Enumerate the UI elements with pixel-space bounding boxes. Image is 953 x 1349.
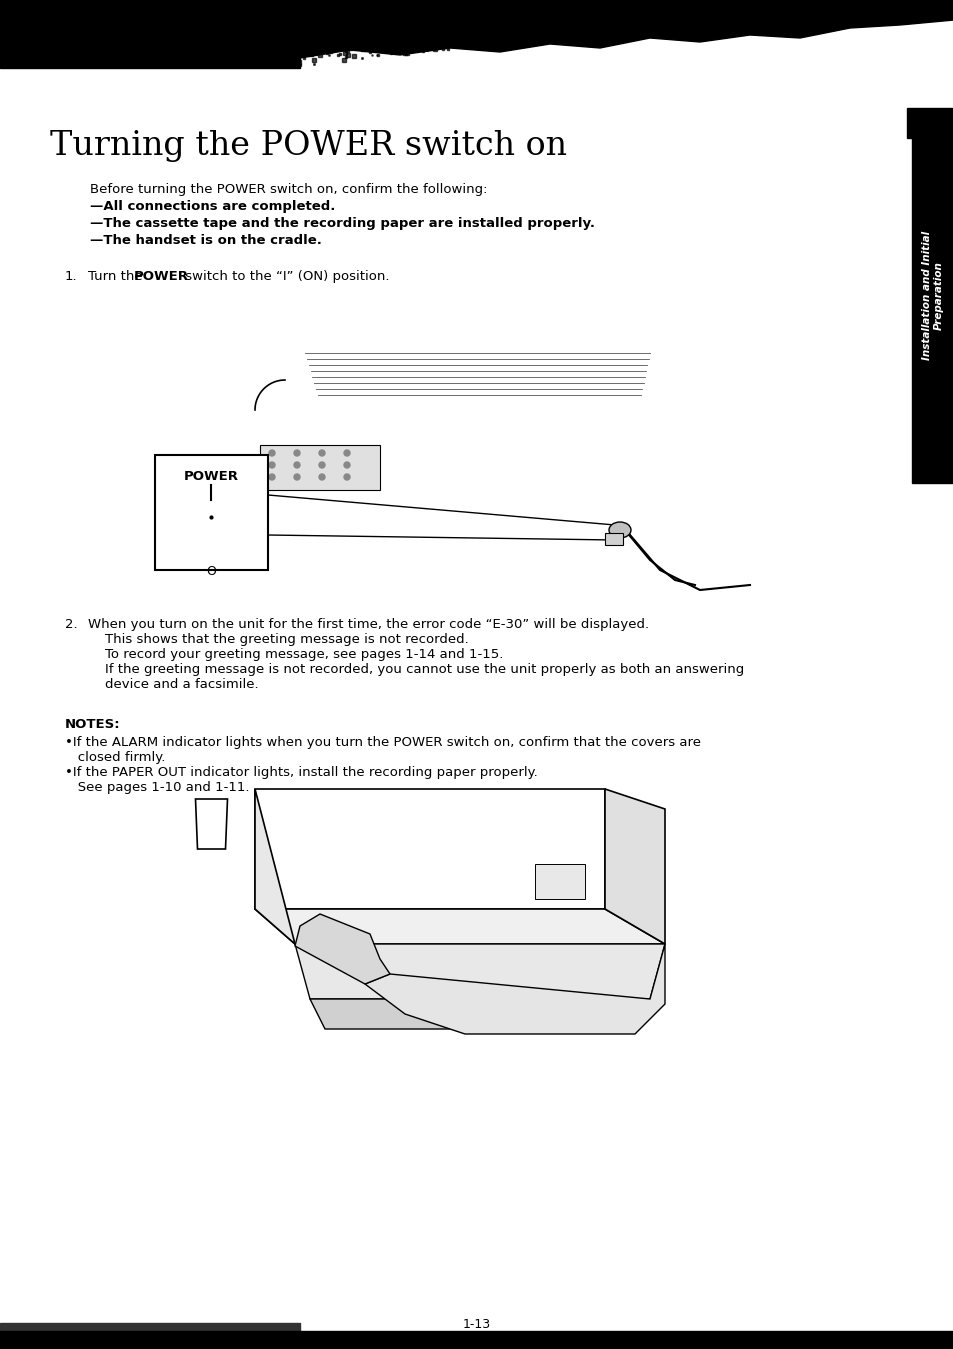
Text: To record your greeting message, see pages 1-14 and 1-15.: To record your greeting message, see pag…: [105, 648, 503, 661]
Text: Installation and Initial
Preparation: Installation and Initial Preparation: [922, 231, 943, 360]
Text: —All connections are completed.: —All connections are completed.: [90, 200, 335, 213]
Bar: [911, 108, 953, 483]
Circle shape: [294, 451, 299, 456]
Ellipse shape: [608, 522, 630, 538]
Text: 1.: 1.: [65, 270, 77, 283]
Bar: [906, 108, 911, 138]
Text: device and a facsimile.: device and a facsimile.: [105, 679, 258, 691]
Polygon shape: [294, 944, 664, 1000]
Text: —The cassette tape and the recording paper are installed properly.: —The cassette tape and the recording pap…: [90, 217, 595, 229]
Text: O: O: [207, 565, 216, 577]
Text: When you turn on the unit for the first time, the error code “E-30” will be disp: When you turn on the unit for the first …: [88, 618, 648, 631]
Circle shape: [269, 451, 274, 456]
Circle shape: [318, 451, 325, 456]
Text: switch to the “I” (ON) position.: switch to the “I” (ON) position.: [181, 270, 389, 283]
Polygon shape: [0, 0, 953, 67]
Polygon shape: [604, 789, 664, 944]
Bar: [0, 1331, 953, 1349]
Text: —The handset is on the cradle.: —The handset is on the cradle.: [90, 233, 321, 247]
Bar: [0, 0, 299, 67]
Text: •If the ALARM indicator lights when you turn the POWER switch on, confirm that t: •If the ALARM indicator lights when you …: [65, 737, 700, 749]
Text: closed firmly.: closed firmly.: [65, 751, 165, 764]
Text: If the greeting message is not recorded, you cannot use the unit properly as bot: If the greeting message is not recorded,…: [105, 662, 743, 676]
Polygon shape: [310, 1000, 649, 1029]
Polygon shape: [365, 944, 664, 1033]
Bar: [604, 533, 622, 545]
Bar: [154, 455, 268, 571]
Polygon shape: [254, 909, 664, 944]
Circle shape: [269, 473, 274, 480]
Circle shape: [344, 461, 350, 468]
Text: POWER: POWER: [133, 270, 189, 283]
Text: Turn the: Turn the: [88, 270, 147, 283]
Circle shape: [294, 473, 299, 480]
Polygon shape: [254, 789, 604, 909]
Text: Before turning the POWER switch on, confirm the following:: Before turning the POWER switch on, conf…: [90, 183, 487, 196]
Text: 2.: 2.: [65, 618, 77, 631]
Text: This shows that the greeting message is not recorded.: This shows that the greeting message is …: [105, 633, 468, 646]
Circle shape: [318, 473, 325, 480]
Polygon shape: [195, 799, 227, 849]
Bar: [260, 445, 379, 490]
Circle shape: [344, 473, 350, 480]
Polygon shape: [294, 915, 390, 983]
Text: POWER: POWER: [184, 469, 239, 483]
Circle shape: [318, 461, 325, 468]
Text: NOTES:: NOTES:: [65, 718, 120, 731]
Bar: [0, 1323, 299, 1331]
Polygon shape: [535, 863, 584, 898]
Circle shape: [294, 461, 299, 468]
Polygon shape: [254, 789, 294, 944]
Text: See pages 1-10 and 1-11.: See pages 1-10 and 1-11.: [65, 781, 250, 795]
Text: 1-13: 1-13: [462, 1318, 491, 1331]
Text: •If the PAPER OUT indicator lights, install the recording paper properly.: •If the PAPER OUT indicator lights, inst…: [65, 766, 537, 778]
Text: Turning the POWER switch on: Turning the POWER switch on: [50, 130, 566, 162]
Circle shape: [344, 451, 350, 456]
Circle shape: [269, 461, 274, 468]
